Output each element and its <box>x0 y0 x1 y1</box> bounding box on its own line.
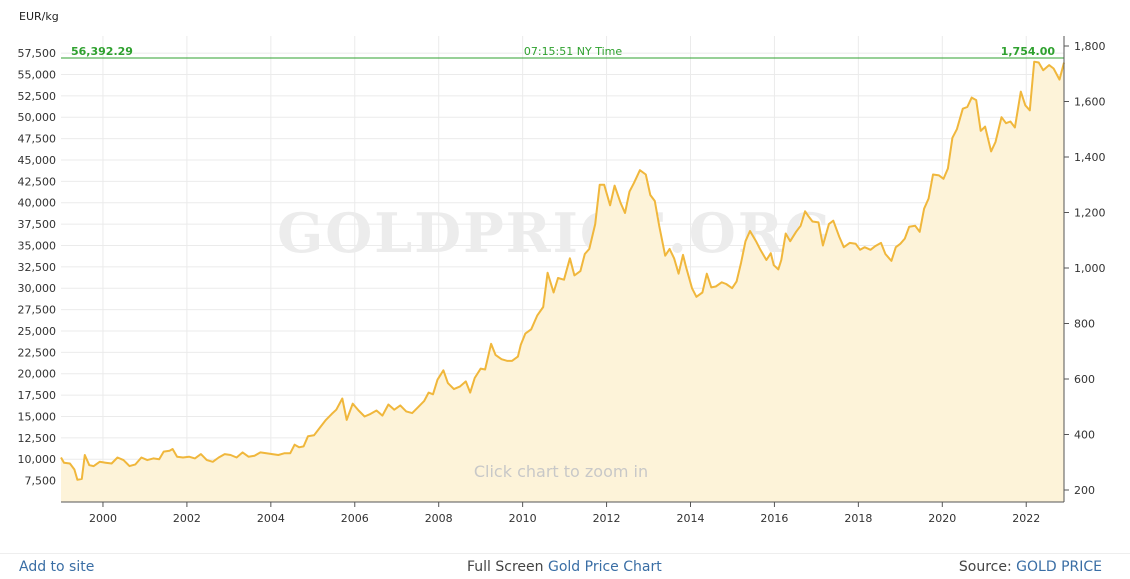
price-line <box>60 60 1065 481</box>
current-time: 07:15:51 NY Time <box>524 45 622 58</box>
full-screen-prefix: Full Screen <box>467 559 548 575</box>
left-tick-label: 52,500 <box>18 90 57 103</box>
x-tick-label: 2022 <box>1012 512 1040 525</box>
left-tick-label: 42,500 <box>18 175 57 188</box>
left-tick-label: 15,000 <box>18 410 57 423</box>
left-tick-label: 40,000 <box>18 197 57 210</box>
price-area-fill <box>61 61 1064 502</box>
right-tick-label: 1,000 <box>1074 262 1106 275</box>
left-tick-label: 10,000 <box>18 453 57 466</box>
left-tick-label: 55,000 <box>18 68 57 81</box>
x-tick-label: 2004 <box>257 512 285 525</box>
left-tick-label: 22,500 <box>18 346 57 359</box>
right-tick-label: 1,600 <box>1074 96 1106 109</box>
add-to-site-link[interactable]: Add to site <box>19 559 95 575</box>
right-tick-label: 800 <box>1074 318 1095 331</box>
source-caption: Source: GOLD PRICE <box>959 559 1102 575</box>
left-tick-label: 32,500 <box>18 261 57 274</box>
x-tick-label: 2012 <box>593 512 621 525</box>
left-tick-label: 37,500 <box>18 218 57 231</box>
footer: Add to site Full Screen Gold Price Chart… <box>0 553 1130 579</box>
full-screen-caption: Full Screen Gold Price Chart <box>467 559 662 575</box>
x-axis-ticks: 2000 2002 2004 2006 2008 2010 2012 2014 2016 2018… <box>89 502 1040 525</box>
left-tick-label: 7,500 <box>25 475 57 488</box>
right-tick-label: 1,800 <box>1074 40 1106 53</box>
left-tick-label: 25,000 <box>18 325 57 338</box>
left-tick-label: 35,000 <box>18 239 57 252</box>
left-tick-label: 12,500 <box>18 432 57 445</box>
zoom-hint: Click chart to zoom in <box>474 462 648 481</box>
x-tick-label: 2014 <box>676 512 704 525</box>
right-tick-label: 400 <box>1074 429 1095 442</box>
left-tick-label: 45,000 <box>18 154 57 167</box>
source-prefix: Source: <box>958 559 1017 575</box>
x-tick-label: 2000 <box>89 512 117 525</box>
x-tick-label: 2020 <box>928 512 956 525</box>
left-tick-label: 50,000 <box>18 111 57 124</box>
left-tick-label: 17,500 <box>18 389 57 402</box>
x-tick-label: 2018 <box>844 512 872 525</box>
right-tick-label: 600 <box>1074 373 1095 386</box>
gold-price-source-link[interactable]: GOLD PRICE <box>1016 559 1102 575</box>
x-tick-label: 2008 <box>425 512 453 525</box>
x-tick-label: 2006 <box>341 512 369 525</box>
right-axis-ticks: 200 400 600 800 1,000 1,200 1,400 1,600 1,800 <box>1064 40 1106 497</box>
left-tick-label: 30,000 <box>18 282 57 295</box>
right-tick-label: 1,200 <box>1074 207 1106 220</box>
left-tick-label: 47,500 <box>18 133 57 146</box>
gold-price-chart[interactable]: GOLDPRICE.ORG 56,392.29 07:15:51 NY Time… <box>0 0 1130 552</box>
left-tick-label: 27,500 <box>18 304 57 317</box>
left-tick-label: 20,000 <box>18 368 57 381</box>
right-tick-label: 200 <box>1074 484 1095 497</box>
right-tick-label: 1,400 <box>1074 151 1106 164</box>
x-tick-label: 2016 <box>760 512 788 525</box>
left-axis-ticks: 7,500 10,000 12,500 15,000 17,500 20,000 22,50… <box>18 47 57 488</box>
left-axis-label: EUR/kg <box>19 10 59 23</box>
watermark: GOLDPRICE.ORG <box>277 201 833 265</box>
left-tick-label: 57,500 <box>18 47 57 60</box>
x-tick-label: 2002 <box>173 512 201 525</box>
x-tick-label: 2010 <box>509 512 537 525</box>
current-price-right: 1,754.00 <box>1001 45 1056 58</box>
current-price-left: 56,392.29 <box>71 45 133 58</box>
gold-price-chart-link[interactable]: Gold Price Chart <box>547 559 662 575</box>
